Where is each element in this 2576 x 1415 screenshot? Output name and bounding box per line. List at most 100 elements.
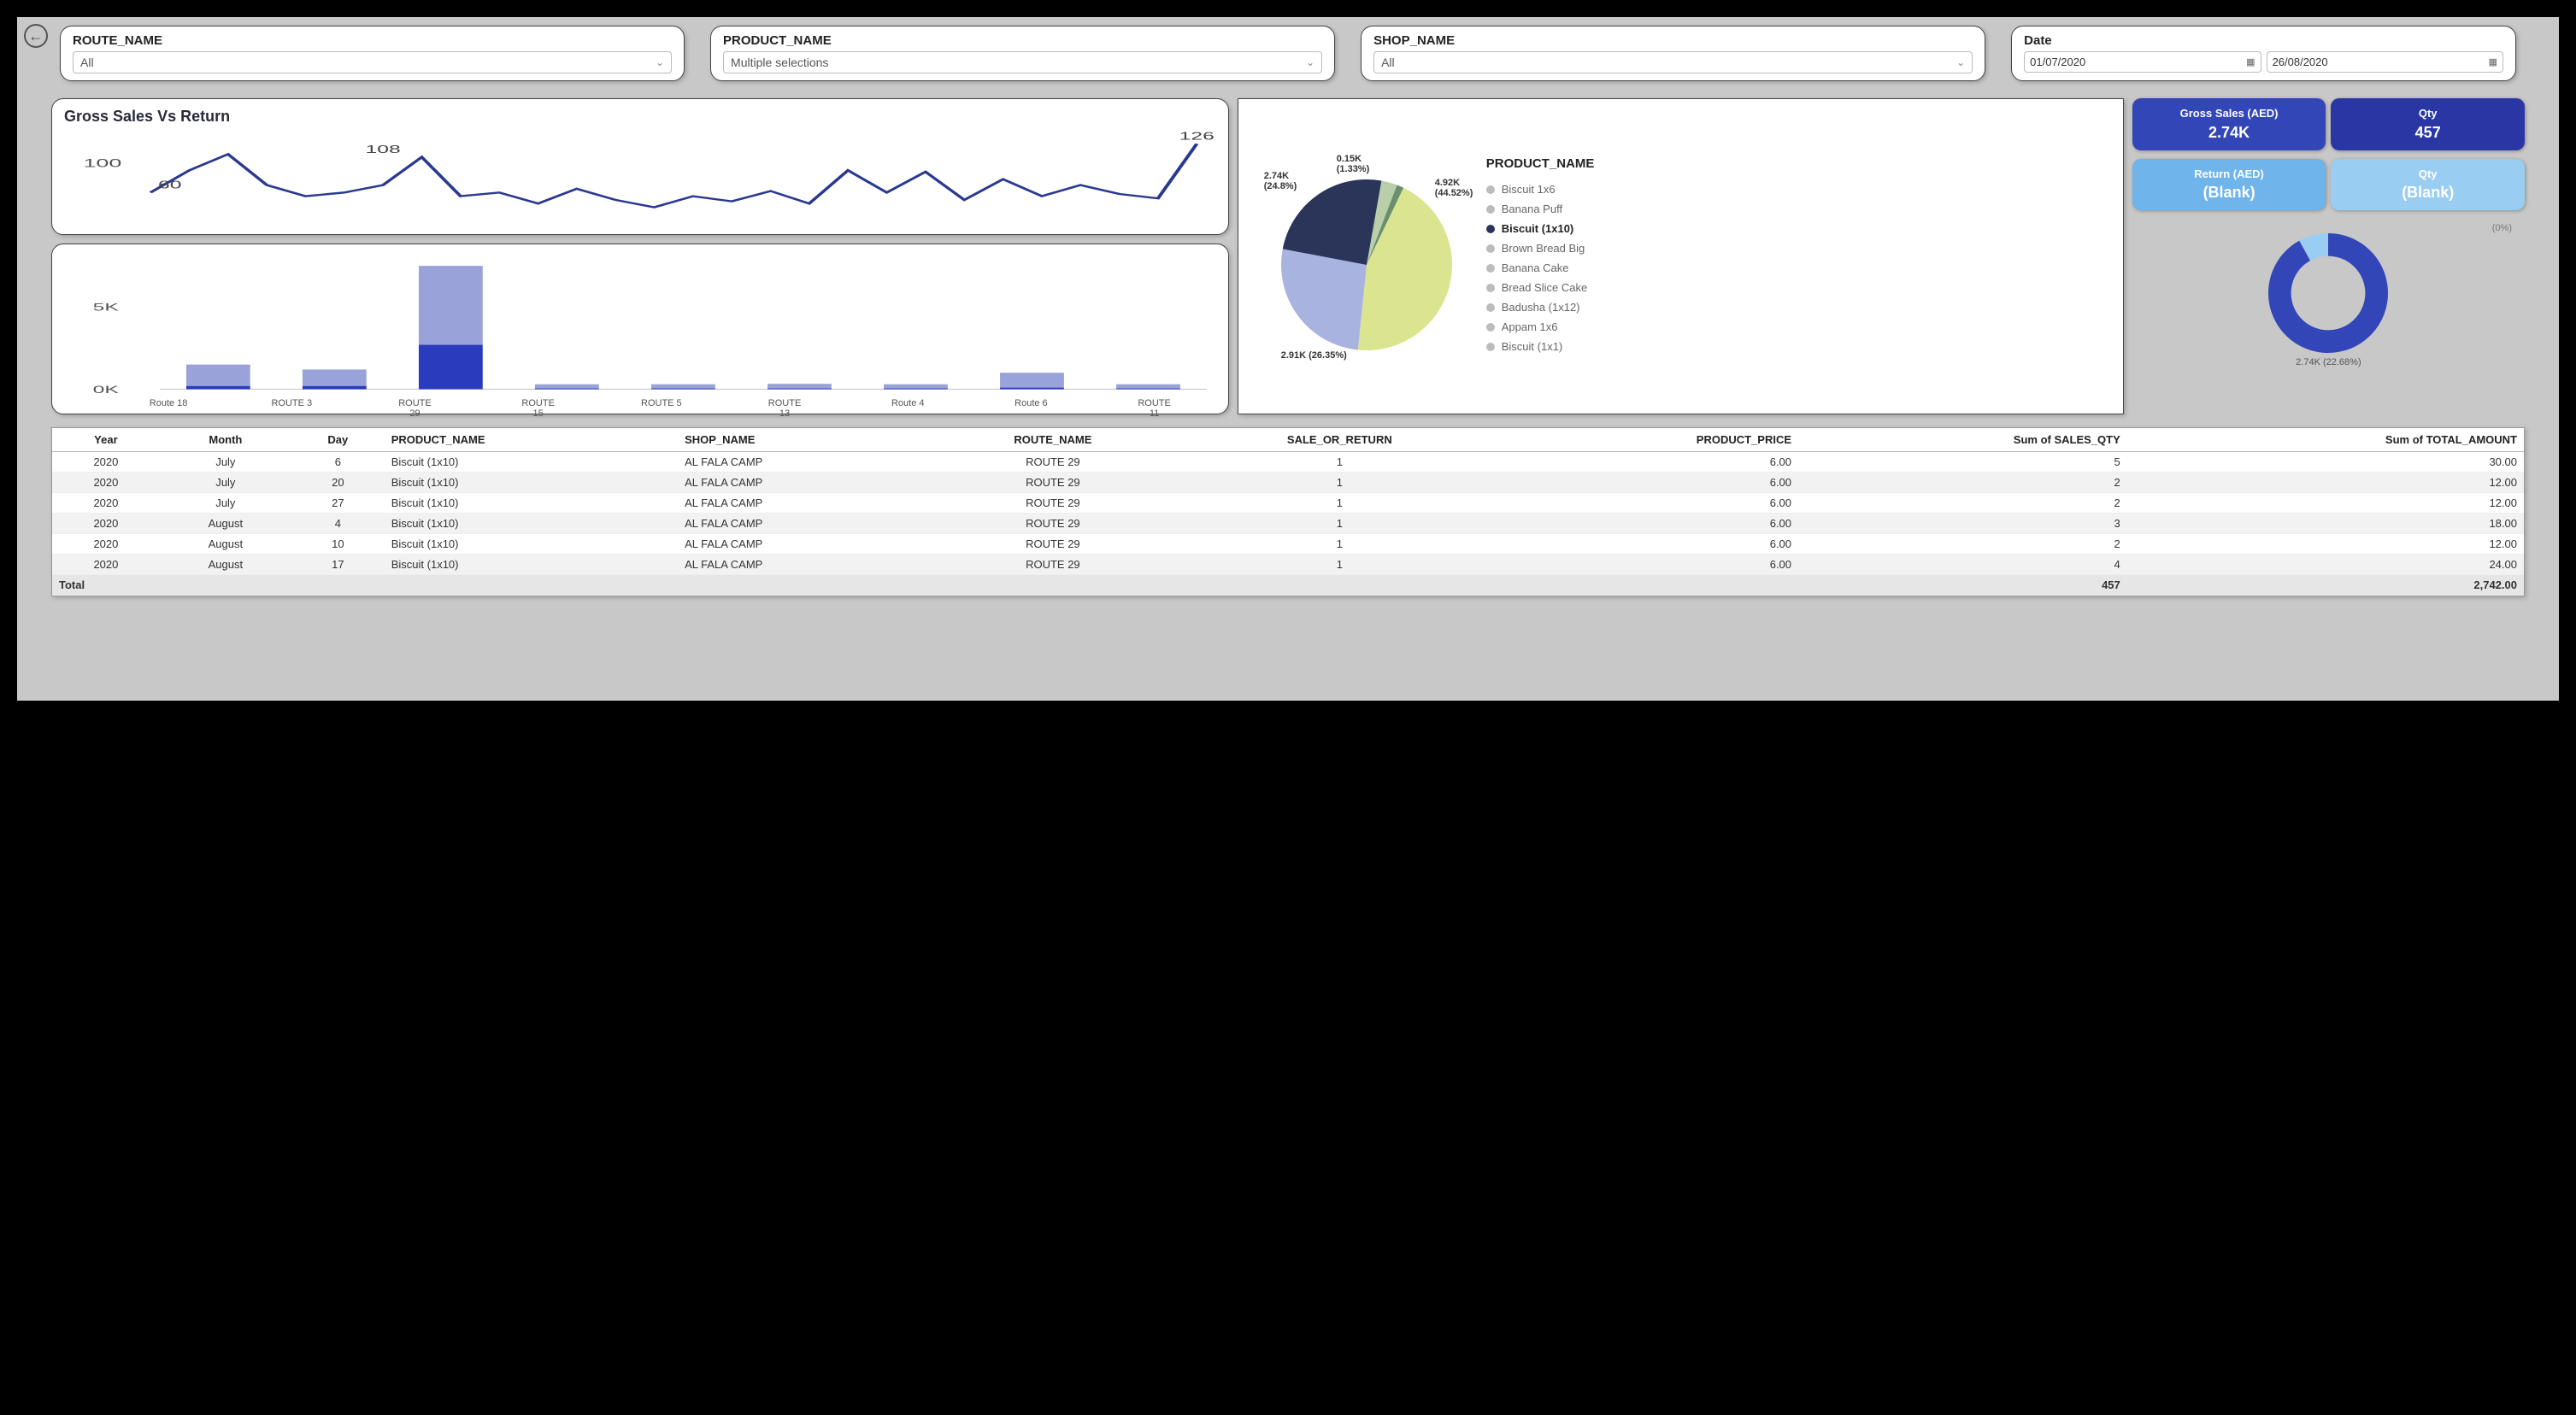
back-button[interactable]: ←	[24, 24, 48, 48]
table-row[interactable]: 2020August4Biscuit (1x10)AL FALA CAMPROU…	[52, 514, 2524, 534]
legend-dot-icon	[1486, 343, 1495, 351]
filter-route-select[interactable]: All ⌄	[73, 51, 672, 73]
table-row[interactable]: 2020July27Biscuit (1x10)AL FALA CAMPROUT…	[52, 493, 2524, 514]
table-cell: 12.00	[2127, 473, 2524, 493]
data-table[interactable]: YearMonthDayPRODUCT_NAMESHOP_NAMEROUTE_N…	[52, 428, 2524, 596]
filter-product: PRODUCT_NAME Multiple selections ⌄	[710, 26, 1335, 81]
filter-date: Date 01/07/2020 ▦ 26/08/2020 ▦	[2011, 26, 2516, 81]
table-cell: ROUTE 29	[928, 493, 1178, 514]
table-row[interactable]: 2020July6Biscuit (1x10)AL FALA CAMPROUTE…	[52, 452, 2524, 473]
legend-item-label: Biscuit (1x10)	[1502, 222, 1574, 235]
calendar-icon: ▦	[2489, 56, 2497, 68]
legend-item-label: Brown Bread Big	[1502, 242, 1585, 255]
pie-legend: PRODUCT_NAME Biscuit 1x6Banana PuffBiscu…	[1486, 156, 2106, 356]
total-cell	[678, 575, 928, 596]
table-header[interactable]: SALE_OR_RETURN	[1178, 428, 1502, 452]
table-cell: July	[160, 452, 291, 473]
table-header[interactable]: Year	[52, 428, 160, 452]
legend-item[interactable]: Biscuit (1x1)	[1486, 337, 2106, 356]
table-cell: AL FALA CAMP	[678, 473, 928, 493]
kpi-gross-qty-value: 457	[2339, 124, 2516, 142]
kpi-return-aed[interactable]: Return (AED) (Blank)	[2132, 159, 2326, 211]
table-cell: 1	[1178, 473, 1502, 493]
filter-shop: SHOP_NAME All ⌄	[1361, 26, 1985, 81]
table-cell: ROUTE 29	[928, 555, 1178, 575]
svg-text:126: 126	[1179, 131, 1214, 143]
table-cell: August	[160, 514, 291, 534]
legend-dot-icon	[1486, 244, 1495, 253]
donut-top-label: (0%)	[2137, 223, 2520, 233]
table-cell: 20	[291, 473, 385, 493]
calendar-icon: ▦	[2246, 56, 2255, 68]
legend-item-label: Bread Slice Cake	[1502, 281, 1587, 294]
table-cell: 2020	[52, 514, 160, 534]
legend-dot-icon	[1486, 185, 1495, 194]
donut-chart-card: (0%) 2.74K 2.74K (22.68%)	[2132, 219, 2525, 372]
legend-item[interactable]: Banana Cake	[1486, 258, 2106, 278]
table-cell: Biscuit (1x10)	[385, 514, 678, 534]
date-from-input[interactable]: 01/07/2020 ▦	[2024, 51, 2261, 73]
kpi-gross-qty[interactable]: Qty 457	[2331, 98, 2525, 150]
total-cell	[385, 575, 678, 596]
table-header[interactable]: PRODUCT_NAME	[385, 428, 678, 452]
table-cell: 2020	[52, 473, 160, 493]
kpi-gross-qty-label: Qty	[2339, 107, 2516, 120]
table-cell: ROUTE 29	[928, 514, 1178, 534]
total-cell: 2,742.00	[2127, 575, 2524, 596]
table-cell: July	[160, 473, 291, 493]
table-header[interactable]: SHOP_NAME	[678, 428, 928, 452]
legend-item[interactable]: Badusha (1x12)	[1486, 297, 2106, 317]
legend-dot-icon	[1486, 225, 1495, 233]
date-from-value: 01/07/2020	[2030, 56, 2085, 68]
table-cell: 24.00	[2127, 555, 2524, 575]
date-to-input[interactable]: 26/08/2020 ▦	[2267, 51, 2503, 73]
table-cell: 12.00	[2127, 493, 2524, 514]
table-cell: 3	[1798, 514, 2127, 534]
table-row[interactable]: 2020August17Biscuit (1x10)AL FALA CAMPRO…	[52, 555, 2524, 575]
legend-dot-icon	[1486, 205, 1495, 214]
table-cell: 2020	[52, 534, 160, 555]
legend-item[interactable]: Biscuit 1x6	[1486, 179, 2106, 199]
table-cell: 27	[291, 493, 385, 514]
legend-item[interactable]: Banana Puff	[1486, 199, 2106, 219]
pie-chart[interactable]	[1281, 179, 1452, 350]
legend-item[interactable]: Appam 1x6	[1486, 317, 2106, 337]
table-header[interactable]: ROUTE_NAME	[928, 428, 1178, 452]
kpi-return-qty[interactable]: Qty (Blank)	[2331, 159, 2525, 211]
table-cell: ROUTE 29	[928, 473, 1178, 493]
table-cell: August	[160, 534, 291, 555]
total-cell	[291, 575, 385, 596]
table-cell: 6.00	[1502, 493, 1798, 514]
bar-chart[interactable]: 0K5K	[64, 253, 1216, 394]
table-header[interactable]: Sum of TOTAL_AMOUNT	[2127, 428, 2524, 452]
table-cell: 17	[291, 555, 385, 575]
legend-item[interactable]: Brown Bread Big	[1486, 238, 2106, 258]
table-cell: AL FALA CAMP	[678, 534, 928, 555]
table-cell: Biscuit (1x10)	[385, 534, 678, 555]
table-cell: July	[160, 493, 291, 514]
filter-shop-select[interactable]: All ⌄	[1373, 51, 1973, 73]
line-chart[interactable]: 10060108126	[64, 131, 1216, 242]
table-cell: 4	[1798, 555, 2127, 575]
legend-item[interactable]: Biscuit (1x10)	[1486, 219, 2106, 238]
table-header[interactable]: Sum of SALES_QTY	[1798, 428, 2127, 452]
table-row[interactable]: 2020July20Biscuit (1x10)AL FALA CAMPROUT…	[52, 473, 2524, 493]
kpi-gross-sales-value: 2.74K	[2141, 124, 2318, 142]
table-row[interactable]: 2020August10Biscuit (1x10)AL FALA CAMPRO…	[52, 534, 2524, 555]
table-header[interactable]: Month	[160, 428, 291, 452]
bar-chart-xlabels: Route 18ROUTE 3ROUTE 29ROUTE 15ROUTE 5RO…	[64, 398, 1216, 419]
legend-dot-icon	[1486, 284, 1495, 292]
legend-item-label: Biscuit 1x6	[1502, 183, 1556, 196]
kpi-return-qty-value: (Blank)	[2339, 184, 2516, 202]
table-header[interactable]: PRODUCT_PRICE	[1502, 428, 1798, 452]
table-cell: 5	[1798, 452, 2127, 473]
table-header[interactable]: Day	[291, 428, 385, 452]
legend-item-label: Appam 1x6	[1502, 320, 1558, 333]
legend-dot-icon	[1486, 303, 1495, 312]
table-cell: 6.00	[1502, 555, 1798, 575]
chevron-down-icon: ⌄	[656, 56, 664, 68]
kpi-gross-sales[interactable]: Gross Sales (AED) 2.74K	[2132, 98, 2326, 150]
legend-item[interactable]: Bread Slice Cake	[1486, 278, 2106, 297]
donut-chart[interactable]: 2.74K	[2268, 233, 2388, 353]
filter-product-select[interactable]: Multiple selections ⌄	[723, 51, 1322, 73]
